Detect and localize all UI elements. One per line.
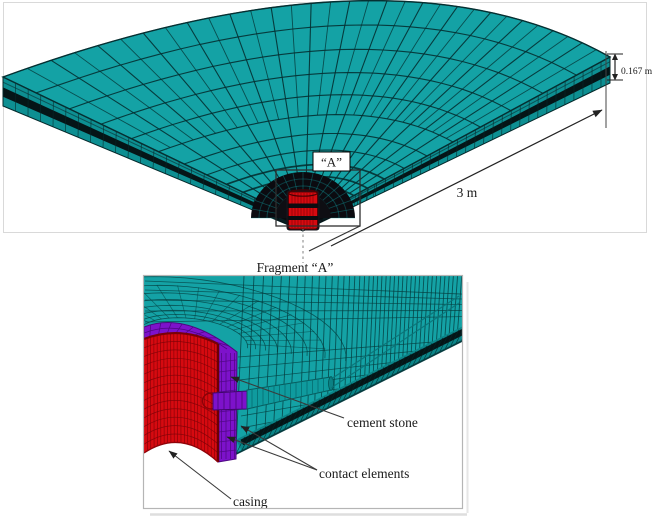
detail-caption: Fragment “A” — [257, 260, 334, 275]
fan-sector-mesh — [1, 0, 612, 232]
radius-dimension-line — [330, 109, 603, 247]
contact-elements-label: contact elements — [319, 466, 409, 481]
detail-annotations: cement stone contact elements casing — [168, 376, 418, 509]
overview-annotations: 3 m 0.167 m “A” — [275, 51, 653, 263]
overview-figure: 3 m 0.167 m “A” — [1, 0, 653, 263]
detail-figure: Fragment “A” cement stone contact elemen… — [142, 260, 469, 516]
casing-label: casing — [233, 494, 268, 509]
radius-label: 3 m — [457, 185, 478, 200]
fragment-marker-label: “A” — [321, 155, 342, 170]
contact-elements-arrow-1 — [226, 436, 318, 471]
thickness-label: 0.167 m — [621, 67, 653, 77]
thickness-dimension — [607, 53, 623, 81]
casing-arrow — [168, 450, 232, 500]
contact-elements-arrow-2 — [240, 425, 318, 471]
cement-stone-arrow — [230, 376, 345, 419]
fragment-leader-line — [308, 225, 361, 252]
detail-box-border — [142, 274, 464, 510]
cement-stone-label: cement stone — [347, 415, 418, 430]
fragment-marker-box — [312, 151, 351, 172]
